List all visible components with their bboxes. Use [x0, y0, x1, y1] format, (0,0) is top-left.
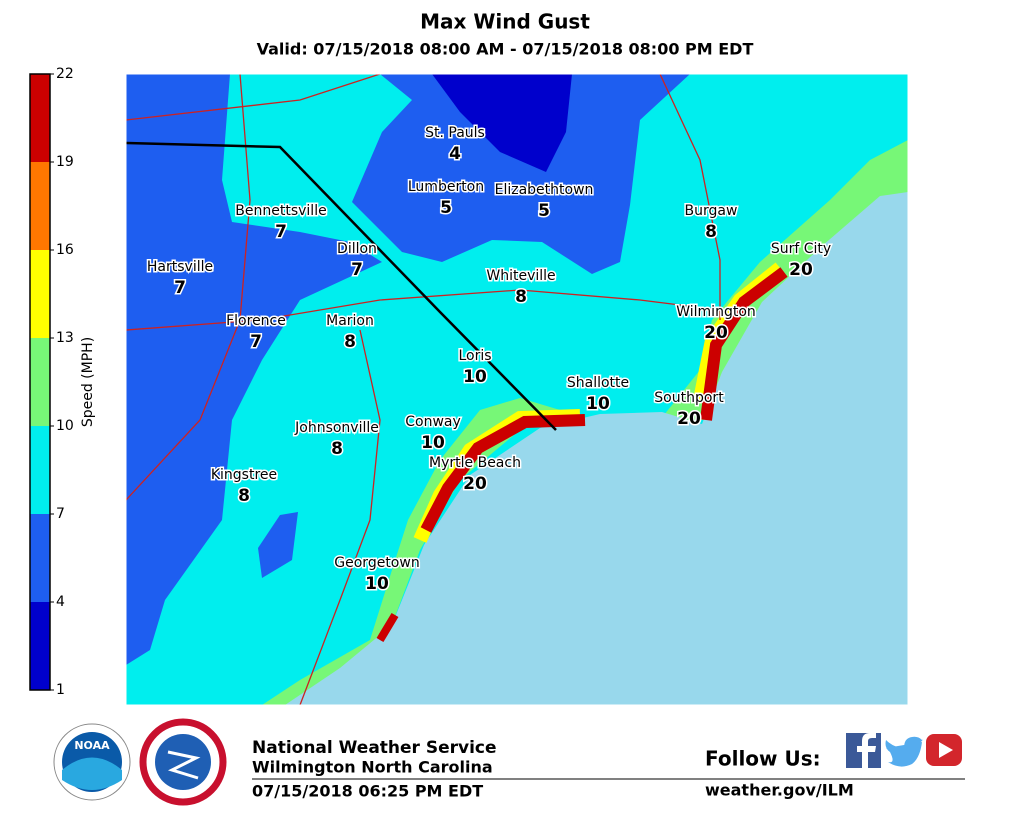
city-name: Lumberton	[408, 179, 484, 195]
city-name: Marion	[326, 313, 374, 329]
office: Wilmington North Carolina	[252, 758, 493, 777]
city-name: Kingstree	[211, 467, 277, 483]
colorbar-band	[30, 602, 50, 690]
colorbar: Speed (MPH) 1 4 7 10 13 16 19 22	[29, 66, 96, 698]
city-name: Bennettsville	[235, 203, 326, 219]
city-value: 8	[705, 222, 717, 242]
footer: NOAA National Weather Service Wilmington…	[53, 718, 965, 806]
state-border	[125, 141, 557, 431]
colorbar-band	[30, 74, 50, 162]
city-name: Conway	[405, 414, 461, 430]
zone	[262, 398, 560, 705]
facebook-glyph	[857, 733, 876, 768]
colorbar-tick-label: 4	[56, 594, 65, 610]
city-name: Florence	[226, 313, 286, 329]
colorbar-tick-label: 22	[56, 66, 74, 82]
city-value: 7	[351, 260, 363, 280]
city-value: 20	[463, 474, 487, 494]
road	[125, 73, 251, 501]
city-value: 5	[538, 201, 550, 221]
city-value: 10	[586, 394, 610, 414]
city-name: Dillon	[337, 241, 377, 257]
colorbar-frame	[29, 73, 51, 691]
map-frame	[125, 73, 909, 706]
city-name: Southport	[654, 390, 724, 406]
city-value: 7	[174, 278, 186, 298]
city-value: 10	[421, 433, 445, 453]
follow: Follow Us:	[705, 747, 821, 771]
title: Max Wind Gust	[420, 10, 590, 34]
city-name: Whiteville	[486, 268, 555, 284]
city-name: Hartsville	[147, 259, 213, 275]
noaa-text: NOAA	[74, 739, 110, 752]
subtitle: Valid: 07/15/2018 08:00 AM - 07/15/2018 …	[257, 40, 754, 59]
city-name: Surf City	[771, 241, 831, 257]
city-value: 7	[250, 332, 262, 352]
colorbar-band	[30, 426, 50, 514]
colorbar-band	[30, 250, 50, 338]
road	[299, 329, 381, 706]
city-value: 20	[789, 260, 813, 280]
city-value: 10	[463, 367, 487, 387]
zone	[660, 140, 908, 420]
city-value: 4	[449, 144, 461, 164]
noaa-wave	[62, 757, 122, 790]
colorbar-band	[30, 162, 50, 250]
zone	[258, 512, 298, 578]
city-value: 8	[238, 486, 250, 506]
city-name: Myrtle Beach	[429, 455, 521, 471]
city-value: 8	[331, 439, 343, 459]
colorbar-tick-label: 10	[56, 418, 74, 434]
city-name: Loris	[458, 348, 491, 364]
coastal-band	[700, 267, 788, 421]
colorbar-band	[30, 514, 50, 602]
zone	[352, 74, 690, 274]
coastal-band	[420, 414, 586, 533]
cities: St. Pauls 4 Lumberton 5 Elizabethtown 5 Bennet…	[145, 124, 832, 596]
colorbar-label: Speed (MPH)	[80, 337, 96, 427]
colorbar-tick-label: 16	[56, 242, 74, 258]
map	[125, 73, 909, 706]
city-name: Johnsonville	[294, 420, 379, 436]
org: National Weather Service	[252, 738, 497, 758]
city-value: 10	[365, 574, 389, 594]
youtube-glyph	[939, 742, 953, 758]
coastal-band	[376, 612, 399, 643]
road	[125, 73, 381, 121]
city-name: Wilmington	[676, 304, 756, 320]
city-value: 5	[440, 198, 452, 218]
zone	[432, 74, 572, 172]
url[interactable]: weather.gov/ILM	[705, 781, 854, 800]
city-name: Elizabethtown	[495, 182, 594, 198]
road	[125, 289, 721, 331]
nws-bolt	[167, 750, 201, 780]
city-value: 7	[275, 222, 287, 242]
zone	[126, 74, 382, 665]
city-name: Georgetown	[334, 555, 419, 571]
road	[659, 73, 721, 320]
city-name: Shallotte	[567, 375, 629, 391]
colorbar-tick-label: 19	[56, 154, 74, 170]
city-value: 8	[344, 332, 356, 352]
colorbar-tick-label: 1	[56, 682, 65, 698]
ocean	[285, 192, 908, 705]
city-name: St. Pauls	[425, 125, 485, 141]
colorbar-band	[30, 338, 50, 426]
city-name: Burgaw	[685, 203, 738, 219]
colorbar-tick-label: 13	[56, 330, 74, 346]
twitter-icon[interactable]	[885, 736, 923, 767]
city-value: 8	[515, 287, 527, 307]
city-value: 20	[704, 323, 728, 343]
colorbar-tick-label: 7	[56, 506, 65, 522]
city-value: 20	[677, 409, 701, 429]
nws-logo-inner	[155, 734, 211, 790]
issued: 07/15/2018 06:25 PM EDT	[252, 782, 483, 801]
